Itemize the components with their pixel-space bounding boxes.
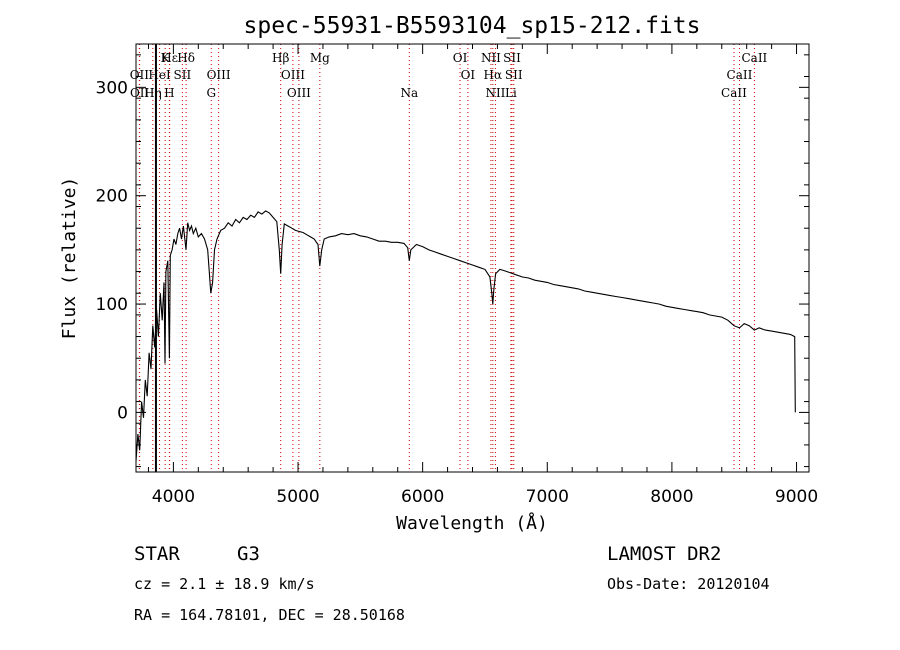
observation-date: Obs-Date: 20120104	[607, 575, 770, 593]
chart-title: spec-55931-B5593104_sp15-212.fits	[244, 13, 701, 39]
coordinates: RA = 164.78101, DEC = 28.50168	[134, 606, 405, 624]
line-label-14: OI	[461, 68, 476, 82]
line-label-4: Mg	[310, 51, 330, 65]
line-label-5: OI	[453, 51, 468, 65]
line-label-12: OIII	[207, 68, 231, 82]
line-label-7: SII	[503, 51, 521, 65]
y-tick-label-2: 200	[96, 187, 128, 207]
line-label-19: Hη	[144, 86, 162, 100]
emission-line-markers	[138, 44, 755, 472]
line-label-15: Hα	[484, 68, 503, 82]
line-label-0: Hε	[161, 51, 178, 65]
y-tick-label-1: 100	[96, 295, 128, 315]
y-tick-label-3: 300	[96, 78, 128, 98]
y-axis-label: Flux (relative)	[59, 177, 80, 340]
line-label-26: CaII	[721, 86, 747, 100]
y-tick-label-0: 0	[117, 403, 128, 423]
line-label-18: OII	[130, 86, 150, 100]
line-label-3: Hβ	[272, 51, 289, 65]
x-tick-label-5: 9000	[775, 487, 818, 507]
plot-frame	[135, 43, 810, 473]
x-tick-label-0: 4000	[152, 487, 195, 507]
line-label-8: CaII	[741, 51, 767, 65]
line-label-21: G	[206, 86, 216, 100]
line-label-22: OIII	[287, 86, 311, 100]
line-label-23: Na	[400, 86, 418, 100]
x-axis-label: Wavelength (Å)	[396, 512, 548, 534]
x-axis-ticks: 4000 5000 6000 7000 8000 9000	[147, 44, 818, 507]
line-label-2: Hδ	[177, 51, 195, 65]
line-label-1: K	[161, 51, 171, 65]
spectrum-line	[135, 210, 796, 462]
line-label-9: OII	[130, 68, 150, 82]
line-label-20: H	[164, 86, 174, 100]
redshift-velocity: cz = 2.1 ± 18.9 km/s	[134, 575, 315, 593]
x-tick-label-3: 7000	[526, 487, 569, 507]
line-label-17: CaII	[727, 68, 753, 82]
survey-name: LAMOST DR2	[607, 543, 721, 565]
subclass: G3	[237, 543, 260, 565]
line-label-10: HeI	[148, 68, 171, 82]
x-tick-label-1: 5000	[276, 487, 319, 507]
y-axis-ticks: 0 100 200 300	[96, 54, 809, 468]
line-label-24: NII	[485, 86, 505, 100]
x-tick-label-2: 6000	[401, 487, 444, 507]
line-label-11: SII	[174, 68, 192, 82]
line-label-25: Li	[505, 86, 517, 100]
object-type: STAR	[134, 543, 180, 565]
line-label-13: OIII	[281, 68, 305, 82]
line-label-6: NII	[481, 51, 501, 65]
x-tick-label-4: 8000	[650, 487, 693, 507]
line-label-16: SII	[505, 68, 523, 82]
